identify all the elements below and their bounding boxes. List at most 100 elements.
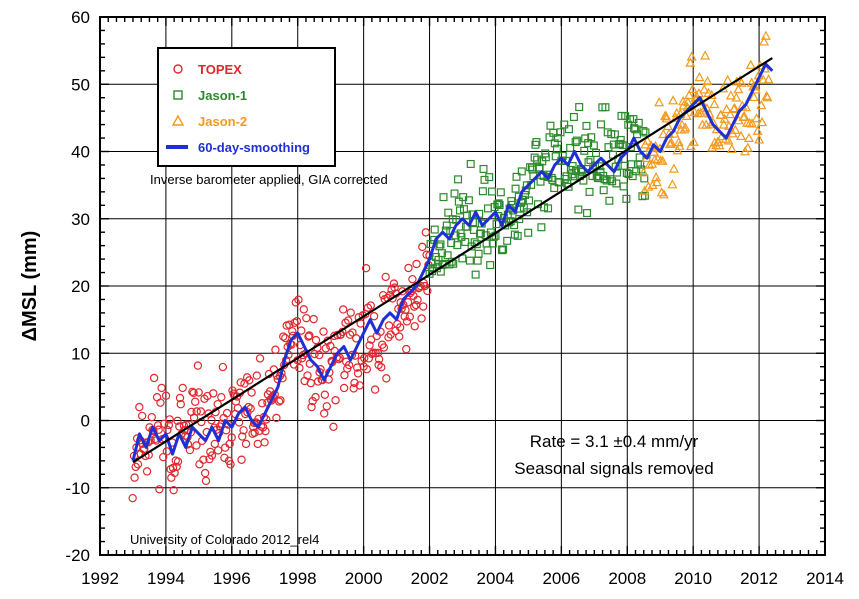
legend-label: 60-day-smoothing <box>198 140 310 155</box>
topex-point <box>252 371 262 380</box>
axis-ticks <box>99 16 826 556</box>
topex-point <box>421 228 430 237</box>
jason1-point <box>599 186 608 195</box>
legend-label: Jason-1 <box>198 88 247 103</box>
jason1-point <box>478 187 487 196</box>
topex-point <box>210 439 220 449</box>
topex-point <box>135 402 144 412</box>
topex-point <box>407 286 416 296</box>
topex-point <box>207 451 217 460</box>
topex-point <box>155 485 164 494</box>
topex-point <box>250 428 259 437</box>
topex-point <box>305 331 314 340</box>
topex-point <box>315 350 324 360</box>
topex-point <box>241 439 251 449</box>
annotation-processing: Inverse barometer applied, GIA corrected <box>150 172 388 187</box>
legend-box <box>157 47 336 167</box>
jason2-point <box>735 130 746 141</box>
topex-point <box>350 378 359 388</box>
topex-point <box>319 409 329 418</box>
jason1-point <box>622 194 631 203</box>
jason2-point <box>661 113 672 123</box>
x-tick-label: 1992 <box>81 569 119 588</box>
jason1-point <box>569 112 578 121</box>
topex-point <box>326 341 335 351</box>
jason2-point <box>687 83 698 94</box>
topex-point <box>402 344 411 354</box>
jason2-point <box>745 59 756 69</box>
topex-point <box>217 392 226 402</box>
jason2-point <box>684 89 695 100</box>
topex-point <box>311 335 321 345</box>
topex-point <box>384 321 394 330</box>
x-tick-label: 2014 <box>806 569 844 588</box>
jason2-point <box>748 91 759 102</box>
topex-point <box>200 468 210 478</box>
jason2-point <box>762 92 773 102</box>
topex-point <box>131 462 140 472</box>
jason1-point <box>494 199 503 208</box>
topex-point <box>165 415 174 424</box>
annotation-rate: Rate = 3.1 ±0.4 mm/yr <box>530 432 699 451</box>
jason2-point <box>674 140 685 150</box>
smoothing-series <box>131 62 774 462</box>
topex-point <box>356 319 365 328</box>
jason1-point <box>619 182 628 191</box>
topex-point <box>374 360 383 370</box>
jason2-point <box>688 136 699 146</box>
jason1-point <box>641 128 650 137</box>
jason1-point <box>564 182 573 191</box>
x-tick-label: 2000 <box>345 569 383 588</box>
topex-point <box>291 298 301 307</box>
jason2-point <box>747 118 758 128</box>
jason1-point <box>474 249 483 258</box>
jason1-point <box>601 103 610 112</box>
jason1-point <box>465 256 474 265</box>
jason2-point <box>644 159 655 169</box>
topex-point <box>384 333 393 342</box>
topex-point <box>345 330 355 339</box>
jason2-point <box>702 75 713 86</box>
jason1-point <box>471 270 480 279</box>
topex-point <box>398 287 407 296</box>
topex-point <box>369 312 379 321</box>
jason1-point <box>454 197 463 206</box>
topex-point <box>196 407 206 416</box>
topex-point <box>408 274 417 284</box>
jason1-point <box>439 193 448 202</box>
jason1-point <box>496 188 505 197</box>
jason1-point <box>523 208 532 217</box>
jason1-point <box>596 120 605 129</box>
x-tick-label: 1998 <box>279 569 317 588</box>
jason1-point <box>450 189 459 198</box>
jason1-point <box>512 172 521 181</box>
topex-point <box>346 308 355 317</box>
topex-point <box>361 263 371 273</box>
jason2-point <box>668 95 679 105</box>
jason1-point <box>525 196 534 205</box>
topex-point <box>402 317 412 326</box>
topex-point <box>149 373 159 383</box>
jason2-point <box>719 113 730 123</box>
jason1-point <box>580 146 589 155</box>
topex-point <box>338 305 348 314</box>
topex-point <box>207 415 216 425</box>
jason1-point <box>570 172 579 181</box>
topex-point <box>367 349 377 359</box>
jason2-point <box>657 155 668 165</box>
topex-point <box>292 316 302 326</box>
topex-point <box>178 383 187 393</box>
jason1-point <box>608 177 617 186</box>
y-tick-label: 20 <box>71 277 90 296</box>
jason1-point <box>604 143 613 152</box>
smoothing-line <box>131 62 774 462</box>
topex-point <box>276 396 285 405</box>
topex-point <box>309 314 318 324</box>
y-tick-label: -20 <box>65 546 90 565</box>
y-tick-label: 60 <box>71 8 90 27</box>
jason1-point <box>583 209 592 218</box>
topex-point <box>362 365 372 374</box>
topex-point <box>365 341 374 350</box>
topex-point <box>355 381 364 390</box>
topex-point <box>130 473 139 482</box>
